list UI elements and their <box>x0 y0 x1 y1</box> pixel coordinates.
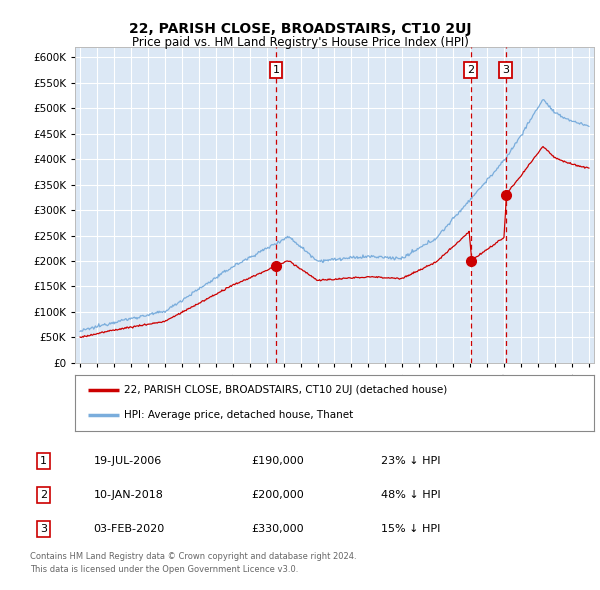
Text: 03-FEB-2020: 03-FEB-2020 <box>94 524 165 534</box>
Text: 22, PARISH CLOSE, BROADSTAIRS, CT10 2UJ (detached house): 22, PARISH CLOSE, BROADSTAIRS, CT10 2UJ … <box>124 385 448 395</box>
Text: This data is licensed under the Open Government Licence v3.0.: This data is licensed under the Open Gov… <box>30 565 298 574</box>
Text: 10-JAN-2018: 10-JAN-2018 <box>94 490 163 500</box>
Text: 3: 3 <box>40 524 47 534</box>
Text: 2: 2 <box>40 490 47 500</box>
Text: £200,000: £200,000 <box>251 490 304 500</box>
Text: Price paid vs. HM Land Registry's House Price Index (HPI): Price paid vs. HM Land Registry's House … <box>131 36 469 49</box>
Text: 1: 1 <box>272 65 280 75</box>
Text: 2: 2 <box>467 65 474 75</box>
Text: 1: 1 <box>40 456 47 466</box>
Text: 19-JUL-2006: 19-JUL-2006 <box>94 456 162 466</box>
Text: HPI: Average price, detached house, Thanet: HPI: Average price, detached house, Than… <box>124 410 353 420</box>
Text: 48% ↓ HPI: 48% ↓ HPI <box>380 490 440 500</box>
Text: 15% ↓ HPI: 15% ↓ HPI <box>380 524 440 534</box>
Text: 23% ↓ HPI: 23% ↓ HPI <box>380 456 440 466</box>
Text: Contains HM Land Registry data © Crown copyright and database right 2024.: Contains HM Land Registry data © Crown c… <box>30 552 356 561</box>
Text: £330,000: £330,000 <box>251 524 304 534</box>
Text: £190,000: £190,000 <box>251 456 304 466</box>
Text: 22, PARISH CLOSE, BROADSTAIRS, CT10 2UJ: 22, PARISH CLOSE, BROADSTAIRS, CT10 2UJ <box>129 22 471 37</box>
Text: 3: 3 <box>502 65 509 75</box>
